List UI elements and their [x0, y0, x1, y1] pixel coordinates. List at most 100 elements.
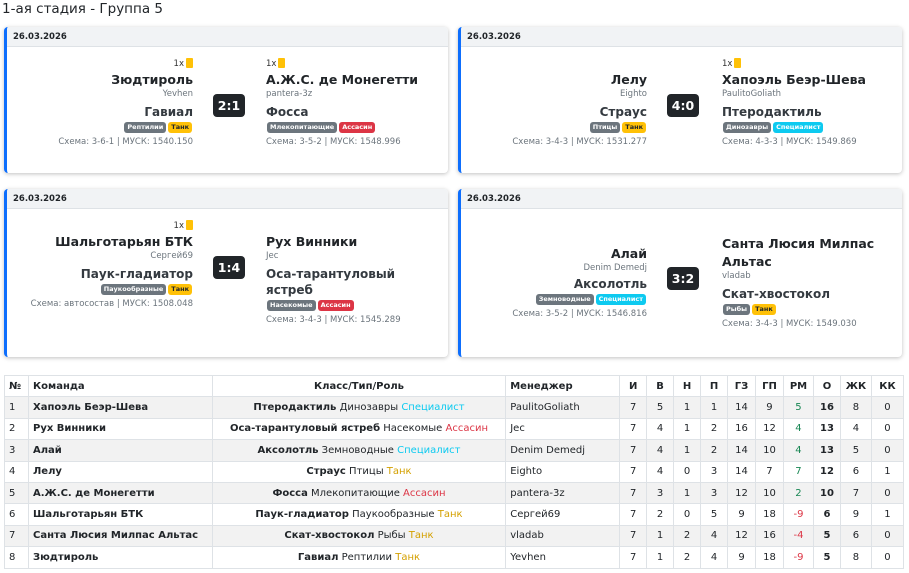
yellow-cards: 1x [722, 58, 902, 70]
yellow-cards-cell: 8 [839, 546, 872, 569]
match-score[interactable]: 3:2 [667, 267, 699, 290]
col-header[interactable]: О [812, 374, 841, 398]
col-header[interactable]: КК [870, 374, 905, 398]
team-cell[interactable]: Алай [27, 439, 213, 462]
class-cell: Птеродактиль Динозавры Специалист [211, 396, 507, 419]
rank-cell: 5 [4, 481, 29, 505]
team-cell[interactable]: Лелу [27, 460, 213, 483]
col-header[interactable]: Команда [27, 374, 213, 398]
goals-against-cell: 7 [755, 460, 784, 483]
team-cell[interactable]: Рух Винники [27, 417, 213, 441]
role-text: Танк [408, 530, 434, 542]
rank-cell: 3 [4, 439, 29, 462]
team-cell[interactable]: Шальготарьян БТК [27, 503, 213, 526]
wins-cell: 3 [646, 481, 675, 505]
away-animal: Скат-хвостокол [722, 287, 831, 301]
away-manager[interactable]: Jec [266, 251, 279, 261]
col-header[interactable]: И [619, 374, 648, 398]
class-cell: Фосса Млекопитающие Ассасин [211, 481, 507, 505]
manager-cell[interactable]: pantera-3z [505, 481, 621, 505]
type-text: Насекомые [383, 423, 443, 435]
home-manager[interactable]: Denim Demedj [583, 263, 647, 273]
col-header[interactable]: Менеджер [505, 374, 621, 398]
col-header[interactable]: Н [673, 374, 702, 398]
manager-cell[interactable]: Сергей69 [505, 503, 621, 526]
away-manager[interactable]: vladab [722, 271, 751, 281]
away-team-name[interactable]: Санта Люсия Милпас Альтас [722, 236, 875, 269]
red-cards-cell: 0 [870, 546, 905, 569]
home-team-name[interactable]: Шальготарьян БТК [55, 234, 193, 249]
manager-cell[interactable]: Jec [505, 417, 621, 441]
points-cell: 13 [812, 417, 841, 441]
away-manager[interactable]: PaulitoGoliath [722, 89, 782, 99]
draws-cell: 0 [673, 503, 702, 526]
match-score[interactable]: 2:1 [213, 94, 245, 117]
goal-diff-cell: -9 [782, 503, 814, 526]
wins-cell: 4 [646, 439, 675, 462]
team-cell[interactable]: Хапоэль Беэр-Шева [27, 396, 213, 419]
match-score[interactable]: 4:0 [667, 94, 699, 117]
away-team-name[interactable]: А.Ж.С. де Монегетти [266, 72, 419, 87]
team-cell[interactable]: Санта Люсия Милпас Альтас [27, 524, 213, 548]
type-text: Млекопитающие [311, 487, 400, 499]
losses-cell: 3 [700, 460, 729, 483]
team-cell[interactable]: Зюдтироль [27, 546, 213, 569]
away-team-block: 1x Хапоэль Беэр-Шева PaulitoGoliath Птер… [722, 58, 902, 148]
class-cell: Аксолотль Земноводные Специалист [211, 439, 507, 462]
away-manager[interactable]: pantera-3z [266, 89, 313, 99]
manager-cell[interactable]: PaulitoGoliath [505, 396, 621, 419]
table-row: 8 Зюдтироль Гавиал Рептилии Танк Yevhen 7 1 2 4… [4, 546, 905, 569]
home-schema: Схема: 3-5-2 | МУСК: 1546.816 [512, 309, 647, 319]
games-cell: 7 [619, 503, 648, 526]
home-team-name[interactable]: Алай [610, 246, 647, 261]
away-team-name[interactable]: Хапоэль Беэр-Шева [722, 72, 866, 87]
col-header[interactable]: П [700, 374, 729, 398]
goals-for-cell: 12 [727, 524, 756, 548]
points-cell: 6 [812, 503, 841, 526]
wins-cell: 5 [646, 396, 675, 419]
manager-cell[interactable]: Yevhen [505, 546, 621, 569]
col-header[interactable]: ГЗ [727, 374, 756, 398]
red-cards-cell: 0 [870, 417, 905, 441]
col-header[interactable]: № [4, 374, 29, 398]
away-schema: Схема: 3-4-3 | МУСК: 1545.289 [266, 315, 401, 325]
goals-against-cell: 10 [755, 481, 784, 505]
games-cell: 7 [619, 417, 648, 441]
type-badge: Рыбы [723, 304, 751, 315]
col-header[interactable]: Класс/Тип/Роль [211, 374, 507, 398]
role-badge: Специалист [595, 294, 646, 305]
goals-for-cell: 12 [727, 481, 756, 505]
red-cards-cell: 0 [870, 524, 905, 548]
home-team-block: Лелу Eighto Страус Птицы Танк Схема: 3-4-… [461, 58, 647, 148]
yellow-card-icon [186, 58, 193, 68]
match-score[interactable]: 1:4 [213, 256, 245, 279]
home-manager[interactable]: Yevhen [162, 89, 193, 99]
manager-cell[interactable]: Denim Demedj [505, 439, 621, 462]
goals-for-cell: 14 [727, 460, 756, 483]
goal-diff-cell: 2 [782, 481, 814, 505]
match-card: 26.03.2026 1x Шальготарьян БТК Сергей69 … [4, 189, 448, 357]
home-manager[interactable]: Eighto [619, 89, 647, 99]
col-header[interactable]: ГП [755, 374, 784, 398]
goals-for-cell: 16 [727, 417, 756, 441]
manager-cell[interactable]: vladab [505, 524, 621, 548]
table-row: 5 А.Ж.С. де Монегетти Фосса Млекопитающие … [4, 481, 905, 505]
wins-cell: 4 [646, 417, 675, 441]
col-header[interactable]: ЖК [839, 374, 872, 398]
draws-cell: 1 [673, 417, 702, 441]
team-cell[interactable]: А.Ж.С. де Монегетти [27, 481, 213, 505]
manager-cell[interactable]: Eighto [505, 460, 621, 483]
col-header[interactable]: РМ [782, 374, 814, 398]
role-badge: Танк [168, 122, 192, 133]
home-team-name[interactable]: Лелу [610, 72, 647, 87]
yellow-card-icon [734, 58, 742, 68]
away-team-name[interactable]: Рух Винники [266, 234, 358, 249]
home-team-name[interactable]: Зюдтироль [111, 72, 193, 87]
goal-diff-cell: 4 [782, 417, 814, 441]
away-animal: Птеродактиль [722, 105, 822, 119]
home-manager[interactable]: Сергей69 [150, 251, 193, 261]
goals-against-cell: 18 [755, 546, 784, 569]
class-cell: Скат-хвостокол Рыбы Танк [211, 524, 507, 548]
yellow-cards: 1x [266, 58, 448, 70]
col-header[interactable]: В [646, 374, 675, 398]
